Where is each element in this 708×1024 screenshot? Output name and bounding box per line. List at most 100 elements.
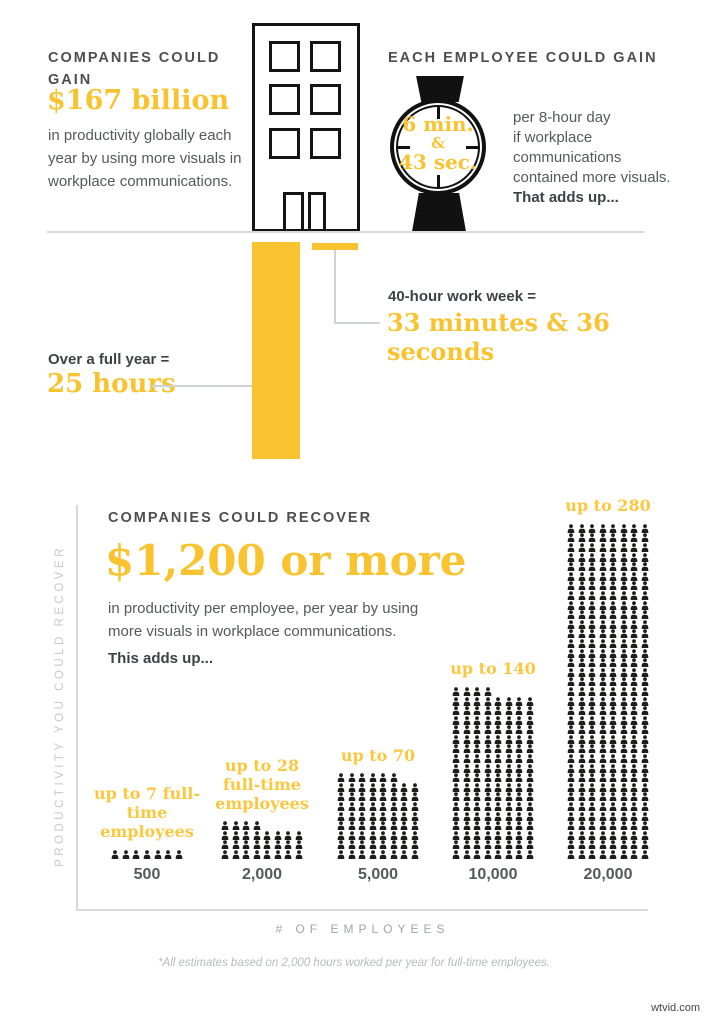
- person-icon: [609, 552, 617, 562]
- week-connector-vertical: [334, 250, 336, 324]
- person-icon: [630, 610, 638, 620]
- person-icon: [526, 811, 534, 821]
- person-icon: [609, 706, 617, 716]
- pictogram-row: [452, 696, 534, 706]
- person-icon: [473, 840, 481, 850]
- person-icon: [620, 677, 628, 687]
- pictogram-row: [337, 811, 419, 821]
- person-icon: [494, 706, 502, 716]
- person-icon: [484, 744, 492, 754]
- person-icon: [379, 840, 387, 850]
- x-tick-label: 10,000: [468, 866, 518, 883]
- building-window: [269, 128, 300, 159]
- person-icon: [641, 533, 649, 543]
- person-icon: [578, 552, 586, 562]
- person-icon: [609, 725, 617, 735]
- person-icon: [578, 792, 586, 802]
- person-icon: [578, 783, 586, 792]
- person-icon: [473, 687, 481, 696]
- ground-line: [47, 231, 645, 233]
- person-icon: [515, 850, 523, 859]
- pictogram-grid: [452, 686, 534, 859]
- week-value: 33 minutes & 36 seconds: [387, 308, 610, 366]
- x-tick-label: 20,000: [583, 866, 633, 883]
- person-icon: [452, 792, 460, 802]
- person-icon: [599, 802, 607, 812]
- pictogram-column: up to 280 20,000: [552, 496, 664, 886]
- pictogram-row: [567, 667, 649, 677]
- x-tick-label: 5,000: [357, 866, 399, 883]
- person-icon: [578, 677, 586, 687]
- person-icon: [484, 706, 492, 716]
- person-icon: [505, 725, 513, 735]
- person-icon: [358, 802, 366, 812]
- person-icon: [609, 629, 617, 639]
- pictogram-row: [567, 619, 649, 629]
- chart-footnote: *All estimates based on 2,000 hours work…: [158, 957, 550, 969]
- person-icon: [221, 840, 229, 850]
- person-icon: [641, 725, 649, 735]
- person-icon: [641, 687, 649, 696]
- person-icon: [609, 533, 617, 543]
- person-icon: [609, 715, 617, 725]
- person-icon: [505, 811, 513, 821]
- person-icon: [348, 783, 356, 792]
- person-icon: [337, 840, 345, 850]
- person-icon: [588, 802, 596, 812]
- person-icon: [337, 792, 345, 802]
- person-icon: [379, 783, 387, 792]
- person-icon: [400, 840, 408, 850]
- person-icon: [526, 706, 534, 716]
- person-icon: [588, 687, 596, 696]
- person-icon: [473, 821, 481, 831]
- top-right-adds-up: That adds up...: [513, 189, 619, 206]
- pictogram-row: [337, 830, 419, 840]
- person-icon: [609, 524, 617, 533]
- person-icon: [379, 811, 387, 821]
- person-icon: [641, 744, 649, 754]
- person-icon: [390, 792, 398, 802]
- person-icon: [463, 840, 471, 850]
- person-icon: [515, 735, 523, 744]
- pictogram-row: [567, 542, 649, 552]
- person-icon: [484, 725, 492, 735]
- person-icon: [390, 783, 398, 792]
- person-icon: [620, 543, 628, 552]
- person-icon: [630, 677, 638, 687]
- person-icon: [111, 850, 119, 859]
- person-icon: [641, 850, 649, 859]
- pictogram-row: [567, 706, 649, 716]
- person-icon: [463, 696, 471, 706]
- person-icon: [452, 735, 460, 744]
- person-icon: [620, 706, 628, 716]
- person-icon: [463, 735, 471, 744]
- pictogram-row: [452, 773, 534, 783]
- person-icon: [411, 783, 419, 792]
- person-icon: [526, 763, 534, 773]
- person-icon: [620, 658, 628, 668]
- person-icon: [567, 725, 575, 735]
- person-icon: [578, 831, 586, 840]
- person-icon: [348, 831, 356, 840]
- person-icon: [641, 552, 649, 562]
- person-icon: [578, 648, 586, 658]
- person-icon: [588, 763, 596, 773]
- person-icon: [515, 773, 523, 783]
- watch-seconds: 43 sec.: [399, 150, 477, 174]
- person-icon: [358, 821, 366, 831]
- person-icon: [620, 802, 628, 812]
- person-icon: [588, 696, 596, 706]
- person-icon: [505, 831, 513, 840]
- year-bar: [252, 242, 300, 459]
- person-icon: [463, 850, 471, 859]
- person-icon: [630, 715, 638, 725]
- person-icon: [390, 831, 398, 840]
- person-icon: [599, 619, 607, 629]
- person-icon: [515, 744, 523, 754]
- person-icon: [452, 831, 460, 840]
- person-icon: [578, 581, 586, 591]
- x-tick-label: 2,000: [241, 866, 283, 883]
- person-icon: [494, 783, 502, 792]
- person-icon: [641, 639, 649, 648]
